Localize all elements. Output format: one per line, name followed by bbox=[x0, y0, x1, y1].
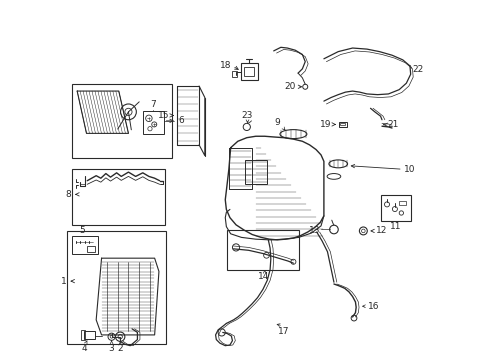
Bar bbox=[143, 111, 164, 134]
Bar bbox=[232, 71, 237, 77]
Bar bbox=[245, 160, 267, 184]
Text: 5: 5 bbox=[79, 225, 85, 234]
Text: 20: 20 bbox=[285, 82, 296, 91]
Text: 21: 21 bbox=[388, 120, 399, 129]
Text: 15: 15 bbox=[158, 111, 170, 120]
Text: 23: 23 bbox=[241, 112, 252, 121]
Text: 12: 12 bbox=[376, 226, 387, 235]
Text: 11: 11 bbox=[390, 222, 401, 231]
Bar bbox=[72, 169, 165, 225]
Text: 19: 19 bbox=[319, 120, 331, 129]
Text: 9: 9 bbox=[274, 118, 280, 127]
Bar bbox=[399, 201, 406, 205]
Bar bbox=[72, 236, 98, 254]
Text: 1: 1 bbox=[61, 276, 67, 285]
Bar bbox=[87, 246, 95, 252]
Text: 17: 17 bbox=[278, 327, 290, 336]
Bar bbox=[227, 230, 299, 270]
Bar bbox=[72, 84, 172, 158]
Text: 14: 14 bbox=[258, 272, 270, 281]
Text: 18: 18 bbox=[220, 61, 232, 70]
Bar bbox=[381, 195, 411, 221]
Text: 3: 3 bbox=[109, 344, 115, 353]
Text: 4: 4 bbox=[81, 344, 87, 353]
Bar bbox=[84, 331, 95, 338]
Text: 7: 7 bbox=[150, 100, 156, 109]
Bar bbox=[341, 123, 345, 126]
Text: 6: 6 bbox=[178, 116, 184, 125]
Bar bbox=[68, 231, 166, 344]
Text: 8: 8 bbox=[65, 190, 71, 199]
Bar bbox=[81, 329, 85, 340]
Bar bbox=[339, 122, 347, 127]
Text: 13: 13 bbox=[309, 226, 320, 235]
Text: 10: 10 bbox=[404, 165, 416, 174]
Text: 22: 22 bbox=[413, 65, 424, 74]
Bar bbox=[242, 63, 258, 80]
Text: 16: 16 bbox=[368, 302, 379, 311]
Bar bbox=[245, 67, 254, 76]
Text: 2: 2 bbox=[118, 344, 123, 353]
